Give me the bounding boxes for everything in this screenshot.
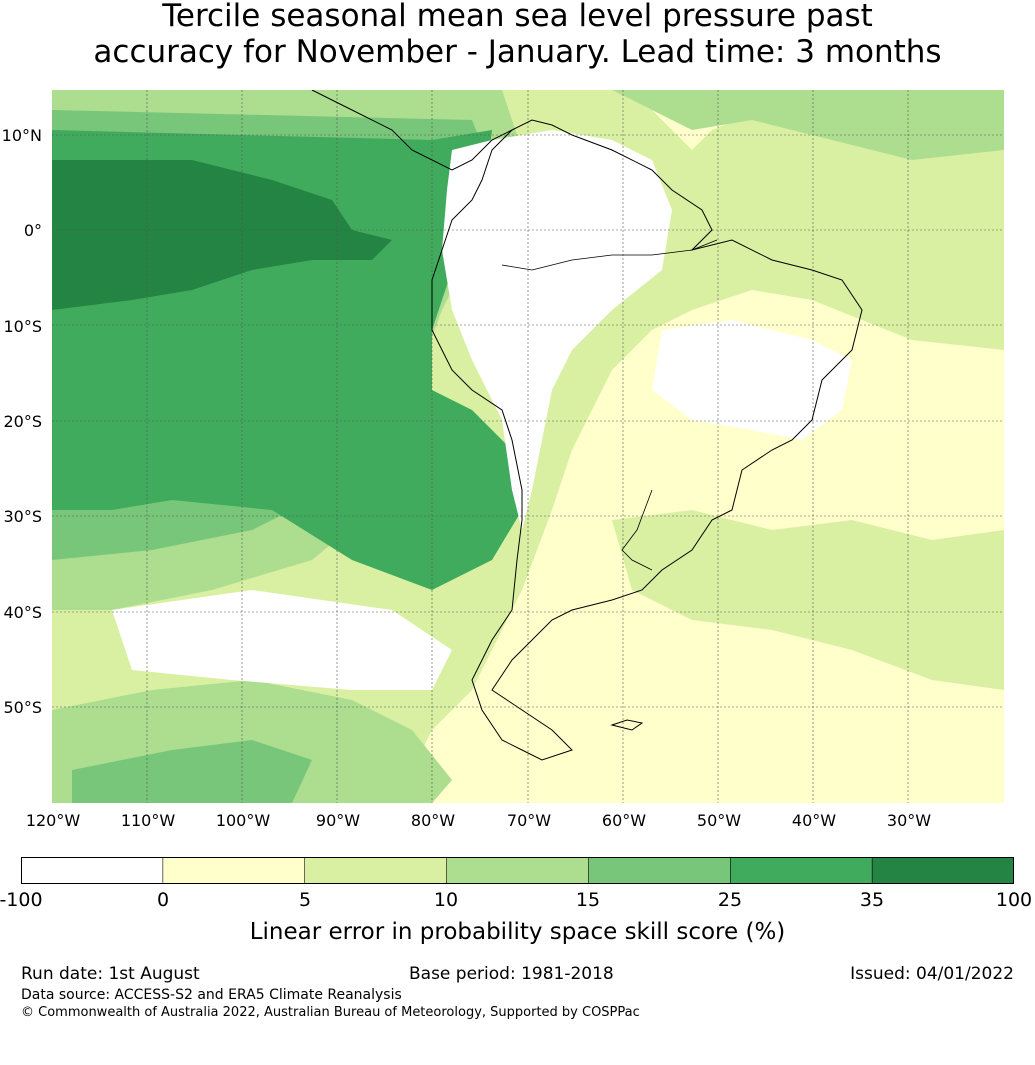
lon-label-110w: 110°W (120, 811, 176, 830)
copyright: © Commonwealth of Australia 2022, Austra… (21, 1005, 640, 1020)
lon-label-40w: 40°W (791, 811, 837, 830)
falkland-islands (610, 719, 644, 731)
legend-tick: 35 (859, 889, 885, 911)
data-source: Data source: ACCESS-S2 and ERA5 Climate … (21, 987, 402, 1003)
parana-river (621, 489, 653, 571)
lon-label-120w: 120°W (25, 811, 81, 830)
legend-bin (872, 857, 1014, 884)
legend-border (21, 857, 1014, 884)
amazon-river (501, 239, 718, 271)
lat-label-10n: 10°N (1, 126, 42, 145)
lon-label-60w: 60°W (601, 811, 647, 830)
lon-label-100w: 100°W (215, 811, 271, 830)
legend-bin (162, 857, 306, 884)
issued-date: Issued: 04/01/2022 (850, 964, 1014, 984)
lat-label-30s: 30°S (3, 507, 42, 526)
map-title-line-1: Tercile seasonal mean sea level pressure… (162, 0, 873, 34)
score-region-15-25-south (72, 740, 312, 803)
legend-tick: 0 (156, 889, 170, 911)
legend-tick: 5 (298, 889, 312, 911)
score-region-negative-andes (442, 130, 672, 530)
legend-bin (730, 857, 873, 884)
score-region-35-100 (52, 160, 352, 310)
graticule (52, 90, 1004, 803)
score-region-negative-south (112, 590, 452, 690)
lon-label-70w: 70°W (506, 811, 552, 830)
lat-label-40s: 40°S (3, 603, 42, 622)
legend-bin (21, 857, 164, 884)
lat-label-10s: 10°S (3, 317, 42, 336)
base-period: Base period: 1981-2018 (409, 964, 614, 984)
legend-tick: -100 (0, 889, 43, 911)
map-canvas (52, 90, 1004, 803)
legend-tick: 15 (575, 889, 601, 911)
coastline (311, 90, 863, 761)
legend-colorbar (21, 857, 1014, 884)
legend-bin (588, 857, 731, 884)
map-title-line-2: accuracy for November - January. Lead ti… (93, 34, 942, 70)
legend-bin (446, 857, 589, 884)
legend-tick: 10 (433, 889, 459, 911)
score-region-negative-brazil (652, 320, 852, 440)
lon-label-90w: 90°W (315, 811, 361, 830)
lat-label-20s: 20°S (3, 412, 42, 431)
score-region-5-10-east (612, 510, 1004, 690)
lon-label-50w: 50°W (696, 811, 742, 830)
lon-label-30w: 30°W (886, 811, 932, 830)
legend-tick: 100 (995, 889, 1033, 911)
score-region-35-100-b (282, 230, 392, 260)
legend-bin (304, 857, 448, 884)
run-date: Run date: 1st August (21, 964, 200, 984)
lon-label-80w: 80°W (410, 811, 456, 830)
lat-label-0: 0° (23, 221, 42, 240)
score-region-10-15-ne (612, 90, 1004, 160)
lat-label-50s: 50°S (3, 698, 42, 717)
legend-label: Linear error in probability space skill … (249, 919, 786, 945)
legend-tick: 25 (717, 889, 743, 911)
skill-score-map[interactable] (52, 90, 1004, 803)
